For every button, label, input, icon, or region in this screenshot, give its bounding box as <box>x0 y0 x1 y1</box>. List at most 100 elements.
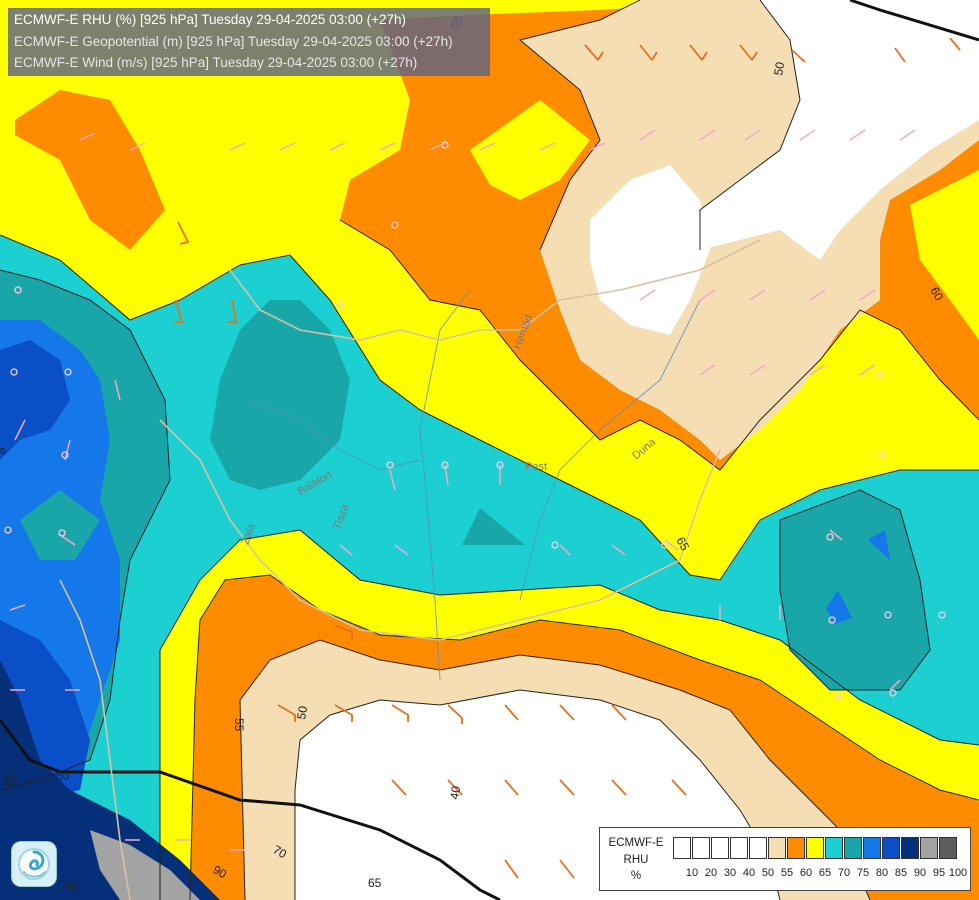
wind-barb <box>504 779 519 796</box>
wind-barb <box>559 859 575 879</box>
contour-line <box>0 269 171 791</box>
wind-barbs-orange <box>174 37 961 879</box>
wind-barb <box>671 779 687 796</box>
wind-barb <box>689 44 708 61</box>
rh-75-center <box>210 300 350 490</box>
legend-tick-label: 75 <box>856 867 870 879</box>
wind-barb <box>174 299 184 323</box>
boundary-line <box>0 719 501 900</box>
wind-barb <box>447 779 463 796</box>
wind-barb <box>611 704 627 721</box>
header-wind-line: ECMWF-E Wind (m/s) [925 hPa] Tuesday 29-… <box>14 55 418 70</box>
wind-barb <box>559 779 575 796</box>
legend-tick-label: 70 <box>837 867 851 879</box>
legend-swatch <box>863 837 881 859</box>
legend-swatch <box>825 837 843 859</box>
legend-swatch <box>844 837 862 859</box>
legend-tick-label: 65 <box>818 867 832 879</box>
wind-barb <box>339 544 571 556</box>
legend-swatch <box>692 837 710 859</box>
calm-marker <box>834 692 842 700</box>
calm-marker <box>58 529 66 537</box>
rh-75-small <box>462 508 525 545</box>
legend-swatch <box>749 837 767 859</box>
legend-swatch <box>730 837 748 859</box>
wind-barb <box>277 704 296 722</box>
legend-tick-label: 60 <box>799 867 813 879</box>
calm-marker <box>551 541 559 549</box>
legend-swatch <box>920 837 938 859</box>
contour-label: 90 <box>211 862 230 881</box>
legend-tick-label: 85 <box>894 867 908 879</box>
header-rhu-line: ECMWF-E RHU (%) [925 hPa] Tuesday 29-04-… <box>14 12 407 27</box>
rh-65-patch <box>470 100 590 200</box>
calm-marker <box>14 286 22 294</box>
wind-barb <box>9 534 80 691</box>
contour-label: 65 <box>368 876 382 890</box>
legend-tick-label: 30 <box>723 867 737 879</box>
rh-80-east-b <box>826 590 852 624</box>
contour-line <box>294 689 781 900</box>
contour-label: 65 <box>673 535 692 554</box>
wind-barb <box>379 142 606 151</box>
contour-label: 40 <box>447 785 463 801</box>
river <box>419 289 471 681</box>
contour-label: 8 <box>0 445 9 456</box>
country-borders <box>59 239 761 900</box>
wind-barb <box>559 704 575 721</box>
calm-marker <box>391 221 399 229</box>
boundary-line <box>849 0 979 42</box>
calm-marker <box>889 689 897 697</box>
contour-label: 80 <box>63 877 80 894</box>
wind-barb <box>719 605 901 691</box>
legend-swatch <box>787 837 805 859</box>
wind-barb <box>125 839 245 851</box>
contour-line <box>0 234 979 581</box>
calm-marker <box>878 451 886 459</box>
calm-marker <box>61 451 69 459</box>
legend-tick-label: 55 <box>780 867 794 879</box>
legend-tick-label: 80 <box>875 867 889 879</box>
calm-marker <box>661 541 669 549</box>
legend-swatch <box>901 837 919 859</box>
calm-marker <box>441 461 449 469</box>
contour-label: 60 <box>56 769 70 783</box>
wind-barb <box>504 859 519 879</box>
swirl-path <box>23 871 46 878</box>
rh-75-east <box>780 490 930 690</box>
rh-50-north <box>700 0 979 260</box>
wind-barb <box>699 364 876 376</box>
rh-60-nw <box>15 90 165 250</box>
calm-marker <box>828 616 836 624</box>
legend-tick-label: 95 <box>932 867 946 879</box>
legend-variable: RHU <box>623 854 649 866</box>
contour-label: 50 <box>294 705 310 721</box>
calm-marker <box>336 301 344 309</box>
wind-barb <box>177 221 190 245</box>
rh-90-sw <box>0 660 220 900</box>
place-label: Pest <box>525 461 547 473</box>
wind-barb <box>391 779 407 796</box>
wind-barb <box>584 44 604 61</box>
calm-wind-circles <box>4 141 946 700</box>
contour-line <box>518 0 641 251</box>
wind-barb <box>611 779 627 796</box>
rh-65-east <box>910 170 979 340</box>
legend-unit: % <box>630 870 642 882</box>
border <box>59 579 131 900</box>
contour-line <box>159 529 979 900</box>
wind-barb <box>739 44 758 61</box>
calm-marker <box>496 461 504 469</box>
calm-marker <box>64 368 72 376</box>
legend-tick-label: 20 <box>704 867 718 879</box>
wind-barb <box>894 37 961 63</box>
border <box>159 419 721 641</box>
legend-swatch <box>768 837 786 859</box>
calm-marker <box>826 533 834 541</box>
header-geopotential-line: ECMWF-E Geopotential (m) [925 hPa] Tuesd… <box>14 34 453 49</box>
wind-barb <box>639 129 916 141</box>
wind-barb <box>334 624 353 640</box>
